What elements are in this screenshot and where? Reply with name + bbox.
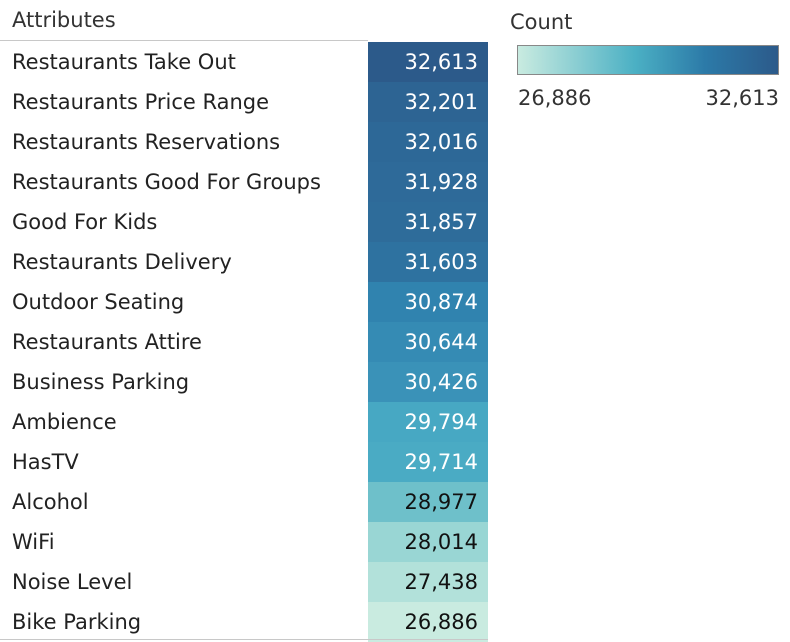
row-label: Restaurants Take Out [12, 50, 236, 74]
row-label: Business Parking [12, 370, 190, 394]
header-divider [0, 40, 368, 41]
value-cell: 29,794 [368, 402, 488, 442]
table-row: Restaurants Delivery 31,603 [0, 242, 488, 282]
table-row: Alcohol 28,977 [0, 482, 488, 522]
value-cell: 29,714 [368, 442, 488, 482]
row-label: Noise Level [12, 570, 133, 594]
row-label: Restaurants Reservations [12, 130, 281, 154]
row-label: Ambience [12, 410, 117, 434]
table-row: Restaurants Take Out 32,613 [0, 42, 488, 82]
value-cell: 28,014 [368, 522, 488, 562]
row-label: Good For Kids [12, 210, 158, 234]
row-label: Restaurants Attire [12, 330, 202, 354]
row-label: WiFi [12, 530, 55, 554]
table-row: HasTV 29,714 [0, 442, 488, 482]
legend-min-label: 26,886 [518, 86, 592, 110]
value-cell: 26,886 [368, 602, 488, 642]
color-legend-bar [517, 45, 779, 75]
row-label: Outdoor Seating [12, 290, 185, 314]
value-cell: 31,857 [368, 202, 488, 242]
row-label: HasTV [12, 450, 79, 474]
value-cell: 30,644 [368, 322, 488, 362]
heatmap-table: Restaurants Take Out 32,613 Restaurants Pr… [0, 42, 488, 642]
table-row: Business Parking 30,426 [0, 362, 488, 402]
legend-max-label: 32,613 [705, 86, 779, 110]
table-row: Outdoor Seating 30,874 [0, 282, 488, 322]
table-row: Restaurants Good For Groups 31,928 [0, 162, 488, 202]
row-label: Restaurants Delivery [12, 250, 232, 274]
row-label: Bike Parking [12, 610, 142, 634]
value-cell: 31,928 [368, 162, 488, 202]
row-header-attributes: Attributes [12, 8, 116, 32]
value-cell: 27,438 [368, 562, 488, 602]
table-row: Noise Level 27,438 [0, 562, 488, 602]
value-cell: 30,426 [368, 362, 488, 402]
table-row: Ambience 29,794 [0, 402, 488, 442]
table-row: WiFi 28,014 [0, 522, 488, 562]
row-label: Alcohol [12, 490, 89, 514]
row-label: Restaurants Good For Groups [12, 170, 321, 194]
row-label: Restaurants Price Range [12, 90, 270, 114]
value-cell: 32,613 [368, 42, 488, 82]
table-row: Good For Kids 31,857 [0, 202, 488, 242]
bottom-divider [0, 639, 488, 640]
value-cell: 31,603 [368, 242, 488, 282]
value-cell: 30,874 [368, 282, 488, 322]
value-cell: 32,201 [368, 82, 488, 122]
table-row: Restaurants Price Range 32,201 [0, 82, 488, 122]
table-row: Restaurants Reservations 32,016 [0, 122, 488, 162]
table-row: Restaurants Attire 30,644 [0, 322, 488, 362]
value-cell: 28,977 [368, 482, 488, 522]
table-row: Bike Parking 26,886 [0, 602, 488, 642]
legend-title: Count [510, 10, 573, 34]
value-cell: 32,016 [368, 122, 488, 162]
